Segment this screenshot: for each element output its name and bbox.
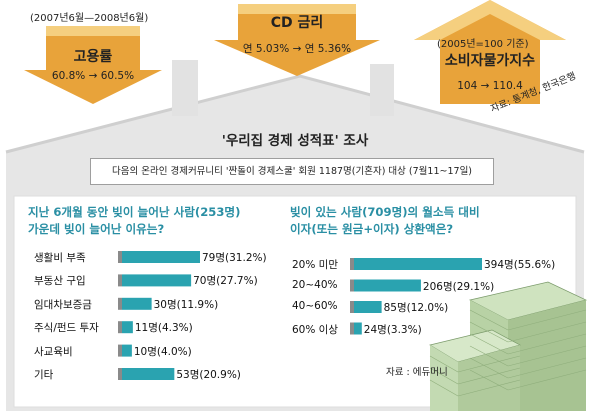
bar bbox=[122, 321, 133, 334]
employment-value: 60.8% → 60.5% bbox=[51, 70, 135, 82]
survey-description: 다음의 온라인 경제커뮤니티 '짠돌이 경제스쿨' 회원 1187명(기혼자) … bbox=[90, 158, 494, 185]
bar-cap bbox=[118, 344, 122, 357]
chart2-title-line2: 이자(또는 원금+이자) 상환액은? bbox=[290, 222, 454, 236]
bar-cap bbox=[350, 279, 354, 292]
up-arrow-icon bbox=[414, 0, 566, 104]
chart1-category-label: 주식/펀드 투자 bbox=[31, 320, 102, 336]
chart2-value-label: 24명(3.3%) bbox=[363, 323, 422, 336]
bar-cap bbox=[350, 322, 354, 335]
chart1-category-label: 기타 bbox=[31, 367, 57, 382]
chart1-category-label: 사교육비 bbox=[31, 343, 76, 359]
chart2-category-label: 20~40% bbox=[292, 278, 338, 291]
source-bottom: 자료 : 에듀머니 bbox=[386, 367, 448, 378]
employment-title: 고용률 bbox=[73, 49, 113, 65]
chart1-bar bbox=[118, 274, 192, 287]
chart1-category-label: 부동산 구입 bbox=[31, 273, 89, 289]
chart1-bar bbox=[118, 297, 152, 310]
bar bbox=[354, 322, 362, 335]
bar bbox=[122, 274, 192, 287]
bar-cap bbox=[118, 321, 122, 334]
bar-cap bbox=[118, 274, 122, 287]
bar bbox=[122, 297, 152, 310]
chart1-value-label: 53명(20.9%) bbox=[176, 369, 241, 381]
bar bbox=[354, 301, 382, 313]
bar bbox=[354, 258, 482, 270]
bar-cap bbox=[118, 251, 122, 263]
bar bbox=[122, 251, 200, 263]
cd-rate-title: CD 금리 bbox=[270, 15, 324, 31]
chart1-value-label: 79명(31.2%) bbox=[202, 252, 267, 264]
cd-rate-indicator: CD 금리 연 5.03% → 연 5.36% bbox=[214, 4, 380, 76]
cpi-base: (2005년=100 기준) bbox=[437, 39, 529, 50]
chart1-title-line1: 지난 6개월 동안 빚이 늘어난 사람(253명) bbox=[28, 205, 241, 219]
down-arrow-icon bbox=[24, 26, 162, 104]
chart2-category-label: 60% 이상 bbox=[292, 323, 338, 336]
cpi-indicator: 소비자물가지수 104 → 110.4 bbox=[414, 0, 566, 104]
chart2-bar bbox=[350, 301, 382, 313]
bar-cap bbox=[118, 368, 122, 380]
chart1-title-line2: 가운데 빚이 늘어난 이유는? bbox=[28, 222, 165, 236]
cd-rate-value: 연 5.03% → 연 5.36% bbox=[242, 43, 352, 55]
chart2-bar bbox=[350, 279, 421, 292]
employment-period: (2007년6월—2008년6월) bbox=[30, 13, 149, 24]
chart2-title-line1: 빚이 있는 사람(709명)의 월소득 대비 bbox=[290, 205, 480, 219]
bar-cap bbox=[350, 301, 354, 313]
chart1-bar bbox=[118, 251, 200, 263]
bar-cap bbox=[118, 297, 122, 310]
chart2-value-label: 394명(55.6%) bbox=[484, 259, 556, 271]
chart1-value-label: 30명(11.9%) bbox=[153, 298, 219, 311]
bar bbox=[122, 344, 132, 357]
chart1-bar bbox=[118, 321, 133, 334]
chart1-value-label: 11명(4.3%) bbox=[134, 322, 193, 335]
bar bbox=[354, 279, 421, 292]
chimney-left bbox=[172, 60, 198, 116]
money-stack-illustration bbox=[429, 281, 588, 411]
chart2-bar bbox=[350, 258, 482, 270]
chart1-value-label: 70명(27.7%) bbox=[193, 275, 258, 288]
chart1-title: 지난 6개월 동안 빚이 늘어난 사람(253명) 가운데 빚이 늘어난 이유는… bbox=[28, 204, 240, 238]
chimney-right bbox=[370, 64, 394, 116]
down-arrow-icon bbox=[214, 4, 380, 76]
bar bbox=[122, 368, 175, 380]
cpi-value: 104 → 110.4 bbox=[457, 80, 523, 92]
chart2-bar bbox=[350, 322, 362, 335]
bar-cap bbox=[350, 258, 354, 270]
chart1-category-label: 생활비 부족 bbox=[31, 250, 89, 265]
chart2-title: 빚이 있는 사람(709명)의 월소득 대비 이자(또는 원금+이자) 상환액은… bbox=[290, 204, 480, 238]
chart2-category-label: 40~60% bbox=[292, 300, 338, 312]
employment-indicator: 고용률 60.8% → 60.5% bbox=[24, 26, 162, 104]
roof-edge bbox=[5, 74, 585, 154]
survey-title: '우리집 경제 성적표' 조사 bbox=[221, 133, 369, 149]
chart1-bar bbox=[118, 368, 175, 380]
chart1-bar bbox=[118, 344, 132, 357]
chart2-category-label: 20% 미만 bbox=[292, 259, 338, 271]
chart2-value-label: 85명(12.0%) bbox=[383, 302, 449, 314]
chart1-category-label: 임대차보증금 bbox=[31, 296, 95, 312]
cpi-title: 소비자물가지수 bbox=[444, 53, 536, 69]
chart1-value-label: 10명(4.0%) bbox=[133, 345, 192, 358]
chart2-value-label: 206명(29.1%) bbox=[422, 280, 495, 293]
